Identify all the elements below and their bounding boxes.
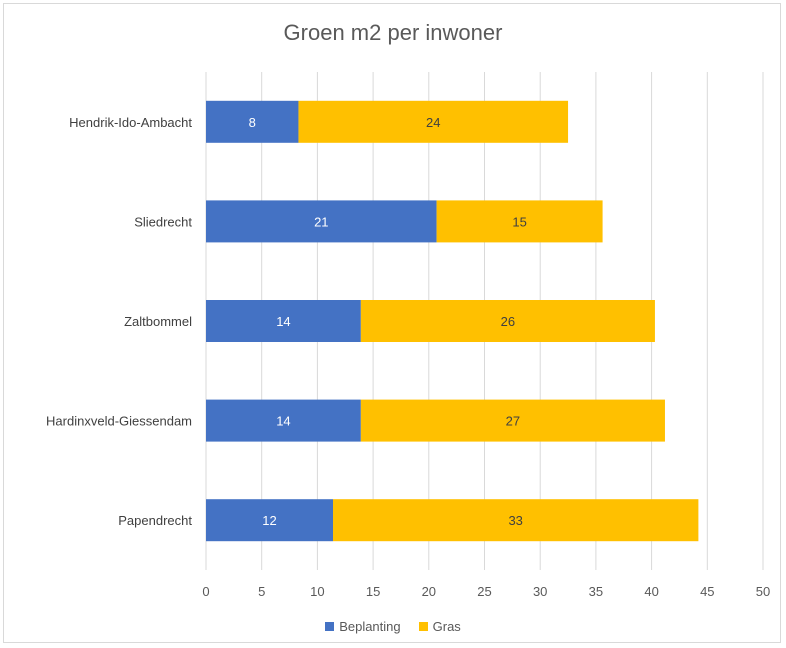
bar-gras: [332, 499, 699, 542]
legend-item-beplanting: Beplanting: [325, 619, 401, 634]
data-label: 27: [506, 414, 520, 429]
category-label: Hardinxveld-Giessendam: [46, 414, 192, 429]
legend-swatch-gras: [418, 622, 428, 631]
bar-gras: [298, 100, 569, 143]
bar-gras: [360, 399, 665, 442]
data-label: 12: [262, 513, 276, 528]
legend-label-gras: Gras: [432, 619, 461, 634]
data-label: 14: [276, 414, 290, 429]
bar-gras: [360, 300, 655, 342]
chart-title: Groen m2 per inwoner: [283, 20, 503, 45]
bar-beplanting: [206, 399, 361, 442]
bar-beplanting: [206, 300, 361, 342]
category-label: Sliedrecht: [134, 214, 192, 229]
x-tick-label: 5: [258, 584, 265, 599]
bar-gras: [436, 200, 603, 243]
data-label: 33: [508, 513, 522, 528]
bar-beplanting: [206, 100, 299, 143]
legend-item-gras: Gras: [418, 619, 461, 634]
legend-swatch-beplanting: [325, 622, 335, 631]
data-label: 26: [501, 314, 515, 329]
bar-beplanting: [206, 499, 333, 542]
bar-beplanting: [206, 200, 437, 243]
x-tick-label: 30: [533, 584, 547, 599]
x-tick-label: 0: [202, 584, 209, 599]
x-tick-label: 25: [477, 584, 491, 599]
category-label: Papendrecht: [118, 513, 192, 528]
x-tick-label: 35: [589, 584, 603, 599]
legend: Beplanting Gras: [0, 619, 786, 634]
data-label: 24: [426, 115, 440, 130]
x-tick-label: 45: [700, 584, 714, 599]
data-label: 15: [512, 214, 526, 229]
category-label: Hendrik-Ido-Ambacht: [69, 115, 192, 130]
x-tick-label: 20: [422, 584, 436, 599]
x-tick-label: 10: [310, 584, 324, 599]
data-label: 21: [314, 214, 328, 229]
legend-label-beplanting: Beplanting: [339, 619, 401, 634]
x-tick-label: 15: [366, 584, 380, 599]
data-label: 14: [276, 314, 290, 329]
data-label: 8: [249, 115, 256, 130]
x-tick-label: 50: [756, 584, 770, 599]
category-label: Zaltbommel: [124, 314, 192, 329]
x-tick-label: 40: [644, 584, 658, 599]
